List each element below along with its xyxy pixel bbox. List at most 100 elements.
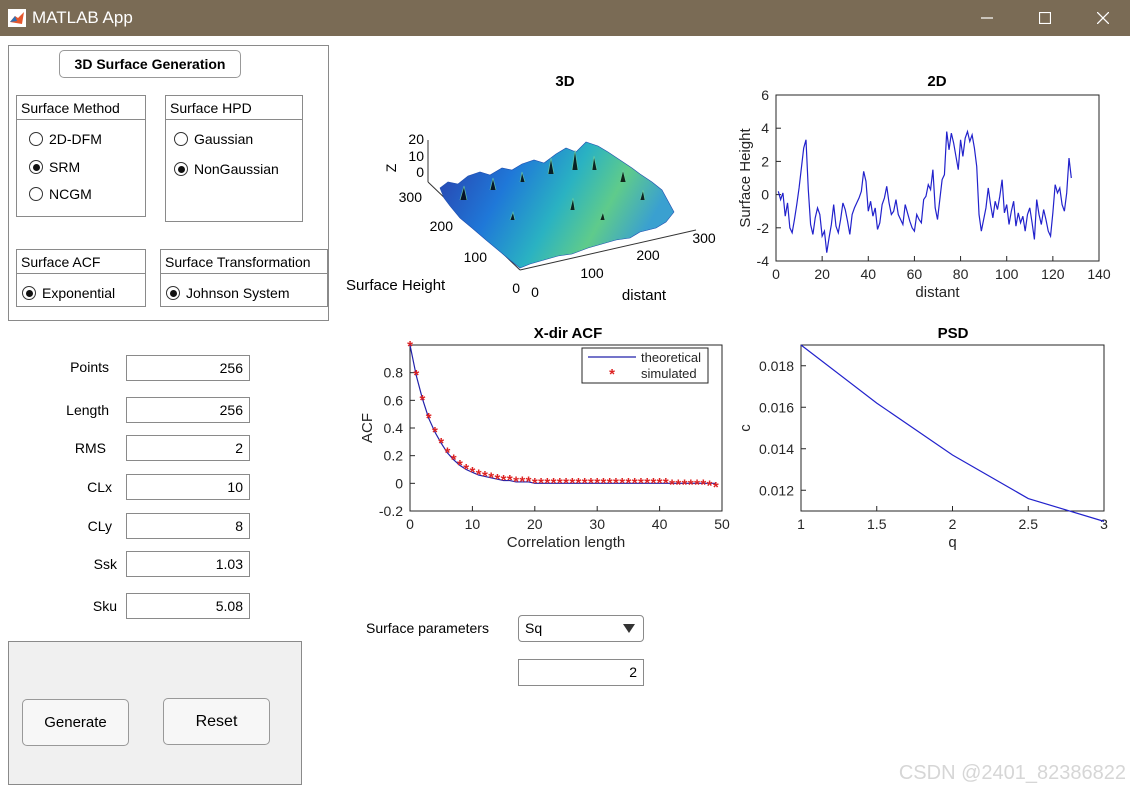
surface-peaks: [459, 149, 646, 221]
y-tick-label: 0.2: [384, 448, 404, 464]
sku-field[interactable]: 5.08: [126, 593, 250, 619]
simulated-point: *: [563, 475, 569, 492]
x-tick-label: 10: [465, 516, 481, 532]
simulated-point: *: [445, 445, 451, 462]
y-tick-label: 0.8: [384, 365, 404, 381]
simulated-point: *: [625, 475, 631, 492]
simulated-point: *: [501, 472, 507, 489]
simulated-point: *: [644, 475, 650, 492]
y-axis-label: c: [737, 424, 754, 432]
surface-3d-plot: 20 10 0 Z 300 200 100 0 Surface Height 0…: [346, 131, 716, 304]
surface-generation-button[interactable]: 3D Surface Generation: [59, 50, 241, 78]
legend-box: [581, 347, 709, 384]
close-icon: [1097, 12, 1109, 24]
x-tick-label: 1.5: [867, 516, 887, 532]
surface-hpd-title: Surface HPD: [166, 96, 302, 120]
param-label-rms: RMS: [74, 440, 106, 456]
x-axis-line: [519, 229, 697, 271]
surface-parameter-value-field[interactable]: 2: [518, 659, 644, 686]
minimize-icon: [981, 17, 993, 19]
x-tick-label: 300: [692, 230, 716, 246]
simulated-point: *: [438, 435, 444, 452]
simulated-point: *: [432, 424, 438, 441]
surface-parameters-dropdown[interactable]: Sq: [518, 615, 644, 642]
x-tick-label: 2.5: [1019, 516, 1039, 532]
param-label-points: Points: [70, 359, 109, 375]
radio-button-selected-icon: [29, 160, 43, 174]
plot-frame: [775, 94, 1100, 262]
radio-button-icon: [29, 187, 43, 201]
reset-button[interactable]: Reset: [163, 698, 270, 745]
y-tick-label: -0.2: [379, 503, 403, 519]
legend-theoretical-label: theoretical: [641, 350, 701, 365]
simulated-point: *: [682, 476, 688, 493]
y-tick-label: 0.014: [759, 441, 794, 457]
ssk-field[interactable]: 1.03: [126, 551, 250, 577]
radio-nongaussian[interactable]: NonGaussian: [174, 161, 279, 177]
surface-transformation-title: Surface Transformation: [161, 250, 327, 274]
simulated-point: *: [700, 476, 706, 493]
simulated-point: *: [669, 476, 675, 493]
action-panel: Generate Reset: [8, 641, 302, 785]
x-tick-label: 20: [527, 516, 543, 532]
simulated-point: *: [638, 475, 644, 492]
minimize-button[interactable]: [958, 0, 1016, 36]
surface-method-title: Surface Method: [17, 96, 145, 120]
watermark-text: CSDN @2401_82386822: [898, 762, 1126, 784]
surface-method-group: Surface Method 2D-DFM SRM NCGM: [16, 95, 146, 217]
x-axis-label: distant: [915, 284, 960, 301]
z-tick-label: 20: [408, 131, 424, 147]
x-tick-label: 2: [949, 516, 957, 532]
title-bar: MATLAB App: [0, 0, 1130, 36]
simulated-point: *: [594, 475, 600, 492]
simulated-point: *: [613, 475, 619, 492]
y-axis-label: Surface Height: [737, 128, 754, 228]
y-tick-label: 100: [464, 249, 488, 265]
y-axis-label: Surface Height: [346, 277, 446, 294]
simulated-point: *: [413, 367, 419, 384]
generate-button[interactable]: Generate: [22, 699, 129, 746]
maximize-button[interactable]: [1016, 0, 1074, 36]
x-tick-label: 0: [406, 516, 414, 532]
simulated-point: *: [476, 467, 482, 484]
x-axis-label: distant: [622, 287, 667, 304]
points-field[interactable]: 256: [126, 355, 250, 381]
simulated-point: *: [576, 475, 582, 492]
chart-legend: theoretical * simulated: [581, 347, 709, 384]
x-tick-label: 100: [995, 266, 1019, 282]
param-label-sku: Sku: [92, 598, 117, 614]
legend-simulated-label: simulated: [641, 366, 697, 381]
y-tick-label: 0: [512, 280, 520, 296]
x-tick-label: 200: [636, 247, 660, 263]
simulated-point: *: [457, 457, 463, 474]
simulated-point: *: [538, 475, 544, 492]
radio-srm[interactable]: SRM: [29, 159, 80, 175]
y-tick-label: 6: [761, 87, 769, 103]
z-tick-label: 0: [416, 164, 424, 180]
simulated-point: *: [407, 338, 413, 355]
simulated-point: *: [657, 475, 663, 492]
simulated-point: *: [607, 475, 613, 492]
x-tick-label: 0: [772, 266, 780, 282]
clx-field[interactable]: 10: [126, 474, 250, 500]
radio-exponential[interactable]: Exponential: [22, 285, 115, 301]
simulated-point: *: [582, 475, 588, 492]
x-tick-label: 40: [860, 266, 876, 282]
window-title: MATLAB App: [32, 8, 133, 27]
x-tick-label: 0: [531, 284, 539, 300]
cly-field[interactable]: 8: [126, 513, 250, 539]
y-tick-label: 0.016: [759, 399, 794, 415]
param-label-length: Length: [66, 402, 109, 418]
radio-gaussian[interactable]: Gaussian: [174, 131, 253, 147]
rms-field[interactable]: 2: [126, 435, 250, 461]
plot-2d-title: 2D: [927, 73, 947, 90]
radio-johnson-system[interactable]: Johnson System: [166, 285, 290, 301]
radio-ncgm[interactable]: NCGM: [29, 186, 92, 202]
radio-2d-dfm[interactable]: 2D-DFM: [29, 131, 102, 147]
close-button[interactable]: [1074, 0, 1130, 36]
plot-psd-title: PSD: [937, 325, 969, 342]
x-tick-label: 20: [814, 266, 830, 282]
length-field[interactable]: 256: [126, 397, 250, 423]
surface-acf-title: Surface ACF: [17, 250, 145, 274]
x-axis-label: Correlation length: [507, 534, 625, 551]
